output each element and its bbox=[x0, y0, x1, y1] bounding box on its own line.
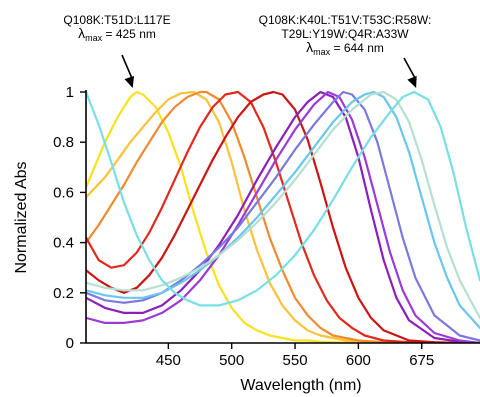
y-tick-label: 0.6 bbox=[53, 184, 74, 201]
x-tick-label: 450 bbox=[156, 352, 181, 369]
series-line-8 bbox=[86, 90, 480, 342]
x-tick-label: 500 bbox=[219, 352, 244, 369]
annotation-mutation-text: Q108K:K40L:T51V:T53C:R58W: bbox=[259, 13, 432, 27]
y-tick-label: 0.4 bbox=[53, 235, 74, 252]
y-tick-label: 0.8 bbox=[53, 134, 74, 151]
annotation-arrow-2 bbox=[403, 57, 417, 88]
series-line-9 bbox=[86, 90, 480, 329]
series-line-2 bbox=[86, 90, 480, 343]
x-tick-label: 600 bbox=[346, 352, 371, 369]
x-tick-label: 675 bbox=[409, 352, 434, 369]
axes-layer: 0 0.2 0.4 0.6 0.8 1 450 500 550 600 675 Wavelength … bbox=[13, 84, 480, 394]
annotation-arrow-1 bbox=[121, 54, 135, 88]
x-tick-label: 550 bbox=[283, 352, 308, 369]
annotation-lambda-max-text: λmax = 644 nm bbox=[306, 39, 384, 57]
y-tick-label: 1 bbox=[66, 84, 74, 101]
series-line-5 bbox=[86, 90, 480, 343]
series-line-10 bbox=[86, 90, 480, 319]
series-line-11 bbox=[86, 90, 480, 307]
series-line-4 bbox=[86, 90, 480, 343]
annotation-lambda-max-text: λmax = 425 nm bbox=[78, 25, 156, 43]
x-axis-title: Wavelength (nm) bbox=[240, 377, 361, 394]
series-line-6 bbox=[86, 90, 480, 343]
series-layer bbox=[86, 90, 480, 343]
annotation-mutation-text: Q108K:T51D:L117E bbox=[63, 13, 170, 27]
y-tick-label: 0.2 bbox=[53, 285, 74, 302]
annotation-mutation-text: T29L:Y19W:Q4R:A33W bbox=[281, 27, 409, 41]
y-tick-label: 0 bbox=[66, 335, 74, 352]
annotation-2: Q108K:K40L:T51V:T53C:R58W:T29L:Y19W:Q4R:… bbox=[259, 13, 432, 57]
series-line-7 bbox=[86, 90, 480, 343]
series-line-3 bbox=[86, 90, 480, 343]
y-axis-title: Normalized Abs bbox=[13, 161, 30, 273]
